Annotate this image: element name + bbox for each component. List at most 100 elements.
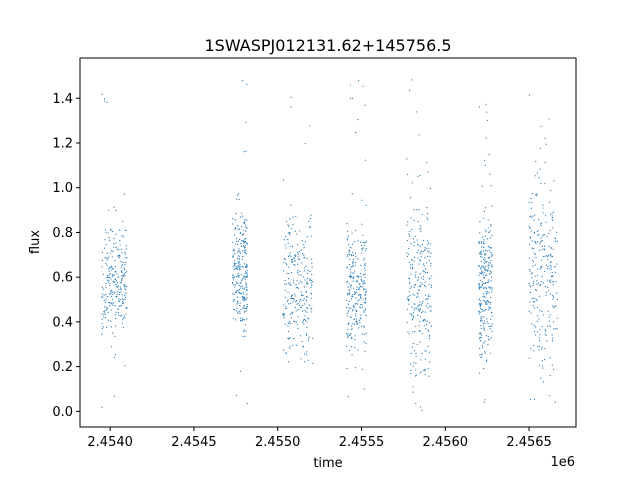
data-point [537, 268, 539, 270]
data-point [346, 222, 348, 225]
data-point [346, 230, 349, 232]
data-point [291, 246, 294, 248]
data-point [238, 261, 240, 263]
data-point [483, 327, 485, 329]
data-point [122, 298, 125, 301]
data-point [115, 317, 117, 320]
data-point [360, 278, 362, 281]
data-point [297, 315, 299, 318]
data-point [283, 317, 285, 319]
data-point [112, 250, 114, 252]
data-point [292, 224, 294, 226]
data-point [233, 309, 236, 311]
data-point [428, 259, 430, 261]
data-point [428, 335, 430, 337]
data-point [304, 241, 307, 243]
data-point [490, 276, 493, 278]
data-point [489, 303, 492, 305]
data-point [419, 245, 421, 247]
data-point [412, 293, 414, 295]
data-point [306, 354, 308, 356]
data-point [486, 260, 488, 263]
data-point [103, 306, 106, 308]
data-point [122, 326, 124, 328]
data-point [410, 369, 412, 371]
data-point [487, 291, 489, 293]
data-point [552, 281, 554, 283]
data-point [483, 267, 486, 269]
data-point [234, 284, 236, 286]
data-point [425, 271, 427, 273]
data-point [242, 215, 244, 217]
data-point [105, 286, 107, 288]
data-point [287, 238, 289, 241]
data-point [355, 318, 357, 320]
data-point [283, 258, 285, 260]
data-point [237, 266, 239, 268]
data-point [232, 254, 234, 256]
data-point [363, 311, 365, 313]
data-point [536, 280, 538, 282]
data-point [352, 97, 354, 100]
data-point [410, 363, 412, 365]
data-point [529, 398, 532, 401]
data-point [310, 279, 313, 282]
data-point [428, 283, 430, 286]
data-point [484, 256, 486, 259]
data-point [426, 320, 428, 322]
data-point [364, 297, 367, 300]
data-point [283, 304, 285, 306]
data-point [487, 344, 489, 346]
data-point [485, 308, 487, 310]
data-point [546, 267, 548, 270]
data-point [478, 283, 480, 286]
data-point [362, 85, 364, 87]
data-point [233, 284, 235, 286]
data-point [544, 234, 546, 236]
data-point [491, 312, 493, 314]
data-point [284, 296, 287, 298]
data-point [349, 349, 351, 351]
data-point [310, 297, 312, 299]
data-point [538, 364, 541, 367]
data-point [415, 352, 417, 354]
data-point [486, 250, 488, 252]
data-point [351, 328, 353, 331]
data-point [479, 311, 481, 313]
data-point [242, 234, 244, 236]
data-point [531, 272, 534, 274]
data-point [303, 353, 306, 355]
data-point [528, 269, 531, 271]
data-point [110, 278, 112, 280]
data-point [424, 350, 426, 352]
data-point [478, 282, 480, 284]
data-point [539, 168, 541, 170]
data-point [125, 286, 127, 288]
data-point [113, 395, 116, 398]
data-point [293, 282, 295, 284]
data-point [484, 309, 486, 312]
data-point [550, 281, 552, 283]
data-point [485, 137, 487, 139]
data-point [482, 299, 484, 301]
data-point [479, 232, 481, 234]
data-point [551, 216, 553, 219]
data-point [304, 142, 306, 145]
data-point [235, 212, 237, 215]
data-point [490, 271, 492, 273]
data-point [303, 286, 306, 288]
data-point [238, 288, 240, 291]
data-point [108, 209, 110, 211]
data-point [296, 233, 298, 235]
data-point [107, 232, 109, 234]
data-point [364, 299, 367, 301]
data-point [246, 293, 248, 296]
data-point [120, 315, 122, 317]
data-point [105, 299, 107, 301]
data-point [303, 244, 305, 246]
data-point [364, 302, 366, 304]
data-point [304, 319, 307, 322]
data-point [351, 266, 353, 268]
data-point [478, 274, 480, 276]
data-point [360, 318, 362, 320]
